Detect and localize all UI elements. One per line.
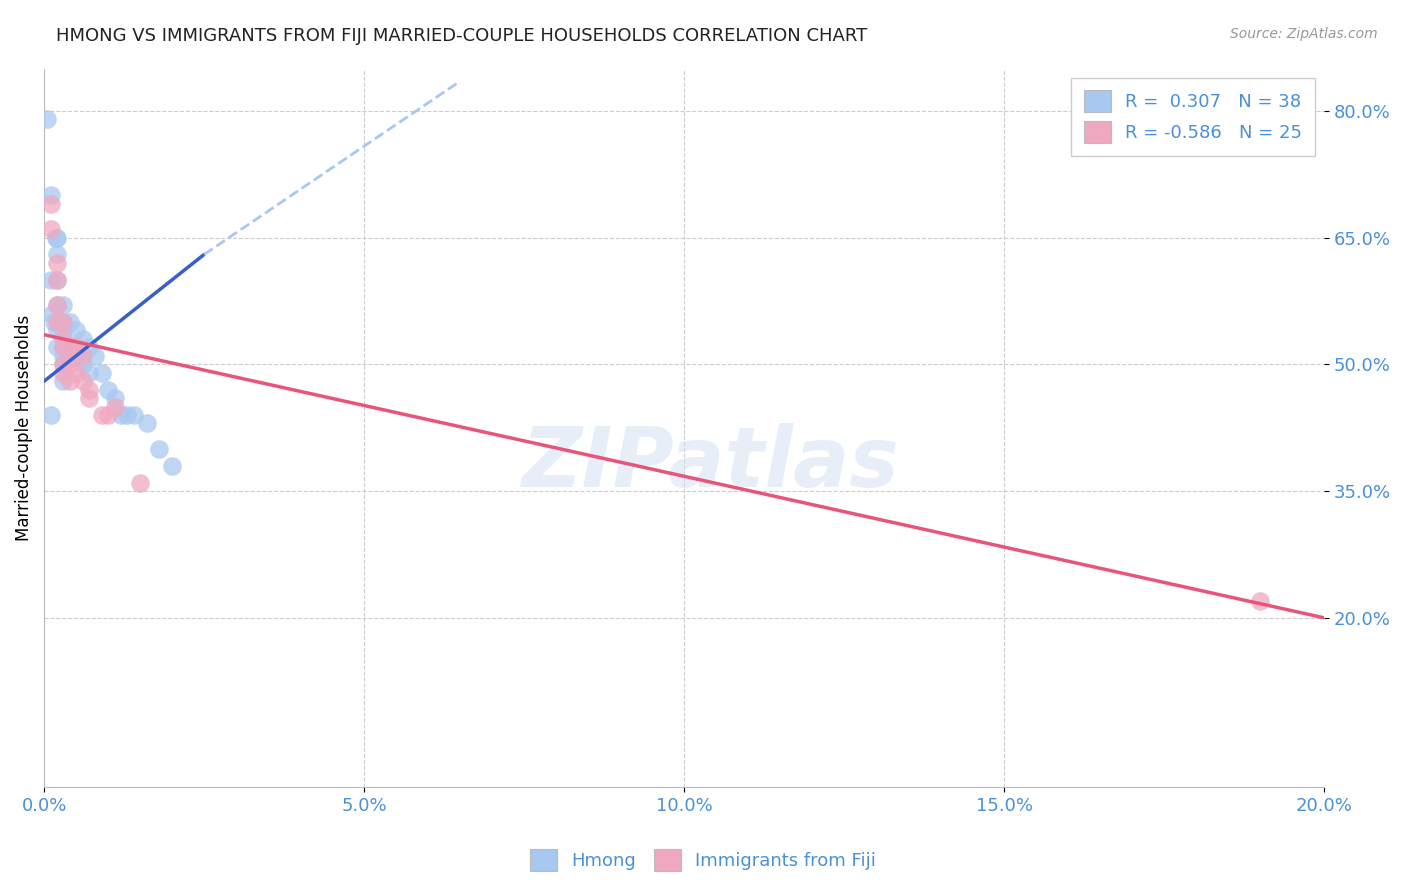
Point	[59, 315, 82, 329]
Point	[65, 340, 87, 354]
Point	[45, 315, 67, 329]
Point	[59, 374, 82, 388]
Point	[45, 298, 67, 312]
Point	[45, 256, 67, 270]
Point	[97, 383, 120, 397]
Point	[52, 315, 75, 329]
Point	[52, 357, 75, 371]
Point	[52, 332, 75, 346]
Point	[129, 475, 152, 490]
Legend: Hmong, Immigrants from Fiji: Hmong, Immigrants from Fiji	[523, 842, 883, 879]
Point	[110, 408, 132, 422]
Point	[52, 349, 75, 363]
Point	[117, 408, 139, 422]
Point	[45, 273, 67, 287]
Point	[65, 349, 87, 363]
Text: Source: ZipAtlas.com: Source: ZipAtlas.com	[1230, 27, 1378, 41]
Point	[135, 417, 157, 431]
Point	[148, 442, 170, 456]
Point	[45, 324, 67, 338]
Point	[37, 112, 59, 127]
Point	[97, 408, 120, 422]
Point	[39, 408, 62, 422]
Point	[59, 340, 82, 354]
Point	[52, 366, 75, 380]
Point	[45, 230, 67, 244]
Point	[72, 349, 94, 363]
Point	[45, 340, 67, 354]
Point	[42, 315, 65, 329]
Point	[77, 391, 100, 405]
Point	[45, 273, 67, 287]
Point	[1249, 594, 1271, 608]
Point	[52, 298, 75, 312]
Point	[52, 324, 75, 338]
Point	[45, 298, 67, 312]
Point	[45, 230, 67, 244]
Point	[90, 366, 112, 380]
Point	[84, 349, 107, 363]
Point	[39, 188, 62, 202]
Point	[52, 315, 75, 329]
Point	[72, 332, 94, 346]
Point	[103, 391, 125, 405]
Y-axis label: Married-couple Households: Married-couple Households	[15, 315, 32, 541]
Point	[77, 340, 100, 354]
Point	[103, 400, 125, 414]
Point	[59, 357, 82, 371]
Point	[72, 374, 94, 388]
Point	[39, 196, 62, 211]
Point	[52, 374, 75, 388]
Legend: R =  0.307   N = 38, R = -0.586   N = 25: R = 0.307 N = 38, R = -0.586 N = 25	[1071, 78, 1315, 156]
Point	[52, 340, 75, 354]
Text: HMONG VS IMMIGRANTS FROM FIJI MARRIED-COUPLE HOUSEHOLDS CORRELATION CHART: HMONG VS IMMIGRANTS FROM FIJI MARRIED-CO…	[56, 27, 868, 45]
Point	[65, 324, 87, 338]
Point	[39, 273, 62, 287]
Point	[52, 340, 75, 354]
Point	[65, 366, 87, 380]
Point	[77, 366, 100, 380]
Point	[41, 307, 63, 321]
Point	[160, 458, 183, 473]
Point	[52, 357, 75, 371]
Point	[45, 247, 67, 261]
Point	[39, 222, 62, 236]
Point	[59, 340, 82, 354]
Text: ZIPatlas: ZIPatlas	[520, 423, 898, 504]
Point	[77, 383, 100, 397]
Point	[72, 357, 94, 371]
Point	[90, 408, 112, 422]
Point	[122, 408, 145, 422]
